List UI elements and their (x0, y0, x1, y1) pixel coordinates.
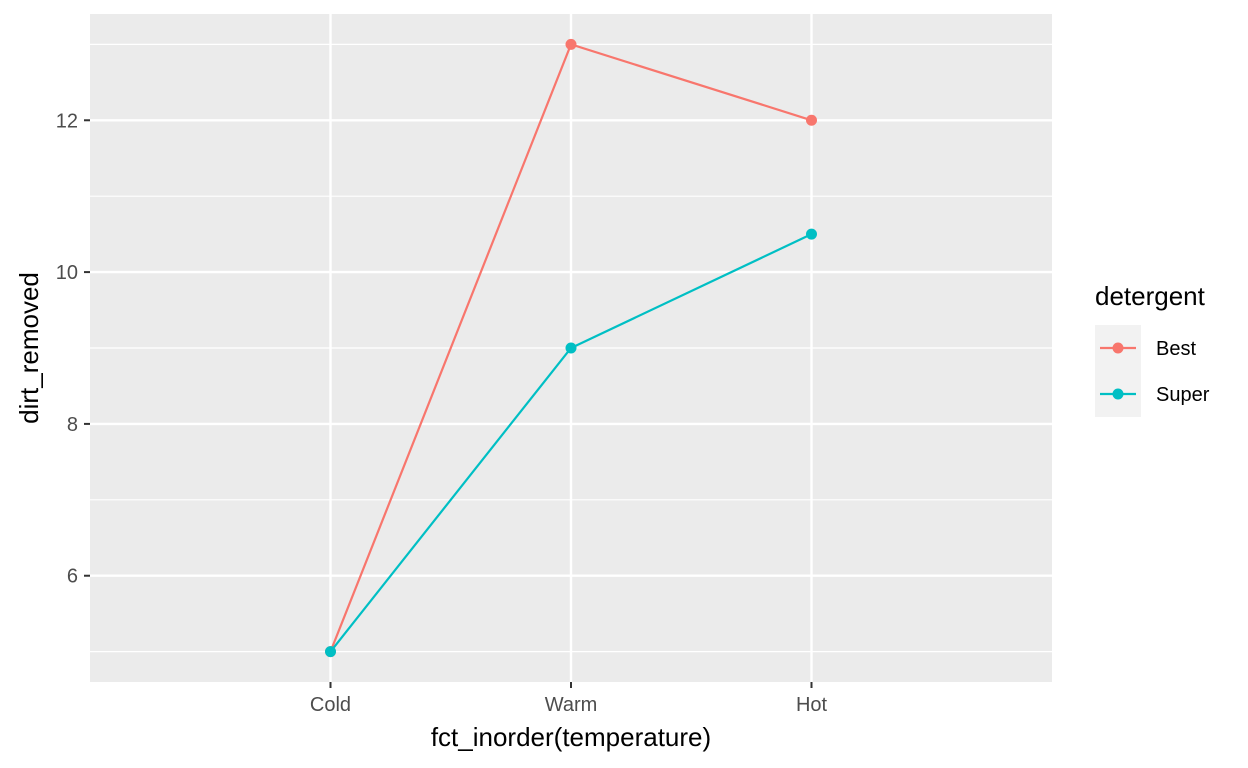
legend-key-point (1112, 342, 1124, 354)
legend-title: detergent (1095, 281, 1206, 311)
x-axis: Cold Warm Hot (310, 682, 828, 716)
y-tick-label: 8 (67, 414, 78, 436)
y-tick-label: 12 (56, 110, 78, 132)
x-tick-label: Hot (796, 694, 828, 716)
data-point-best (565, 38, 577, 50)
legend-label-best: Best (1156, 338, 1196, 360)
data-point-super (325, 646, 336, 658)
y-tick-label: 10 (56, 262, 78, 284)
y-tick-label: 6 (67, 566, 78, 588)
x-tick-label: Warm (545, 694, 598, 716)
legend-key-point (1112, 388, 1124, 400)
data-point-super (565, 342, 577, 354)
legend: detergent Best Super (1095, 281, 1210, 417)
x-tick-label: Cold (310, 694, 351, 716)
data-point-best (806, 114, 817, 126)
y-axis: 6 8 10 12 (56, 110, 90, 588)
x-axis-title: fct_inorder(temperature) (431, 722, 711, 752)
series-layer (325, 38, 817, 658)
data-point-super (806, 228, 817, 240)
y-axis-title: dirt_removed (14, 272, 44, 424)
legend-label-super: Super (1156, 384, 1210, 406)
